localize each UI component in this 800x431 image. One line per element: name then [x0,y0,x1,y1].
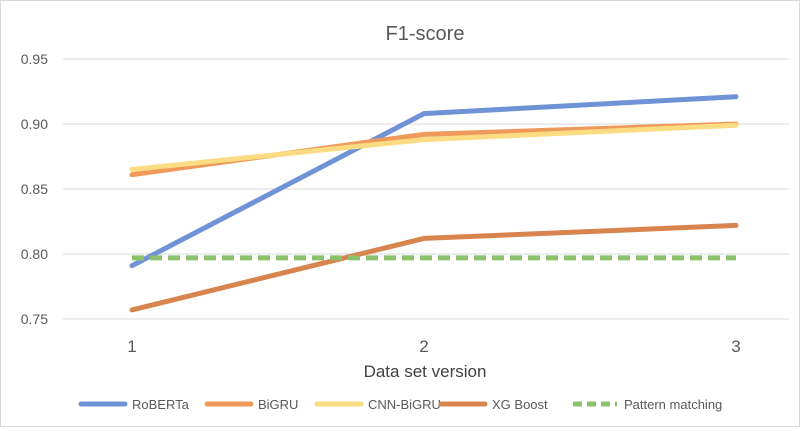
x-tick-label: 1 [127,337,136,356]
series-line-roberta [129,94,739,269]
legend-label: BiGRU [258,397,298,412]
legend-label: XG Boost [492,397,548,412]
legend-label: Pattern matching [624,397,722,412]
y-tick-label: 0.90 [21,116,48,132]
series-line-xg-boost [129,222,739,313]
x-tick-label: 3 [731,337,740,356]
x-tick-label: 2 [419,337,428,356]
series-line-cnn-bigru [129,122,739,172]
legend: RoBERTa BiGRU CNN-BiGRU XG Boost Pattern mat… [78,397,722,412]
y-tick-label: 0.85 [21,181,48,197]
y-tick-label: 0.80 [21,246,48,262]
x-axis-ticks: 1 2 3 [127,337,740,356]
y-tick-label: 0.75 [21,311,48,327]
y-axis-ticks: 0.75 0.80 0.85 0.90 0.95 [21,51,48,327]
y-tick-label: 0.95 [21,51,48,67]
legend-label: CNN-BiGRU [368,397,441,412]
series-lines [129,94,739,313]
legend-label: RoBERTa [132,397,190,412]
chart-title: F1-score [386,23,465,45]
x-axis-label: Data set version [364,362,487,381]
